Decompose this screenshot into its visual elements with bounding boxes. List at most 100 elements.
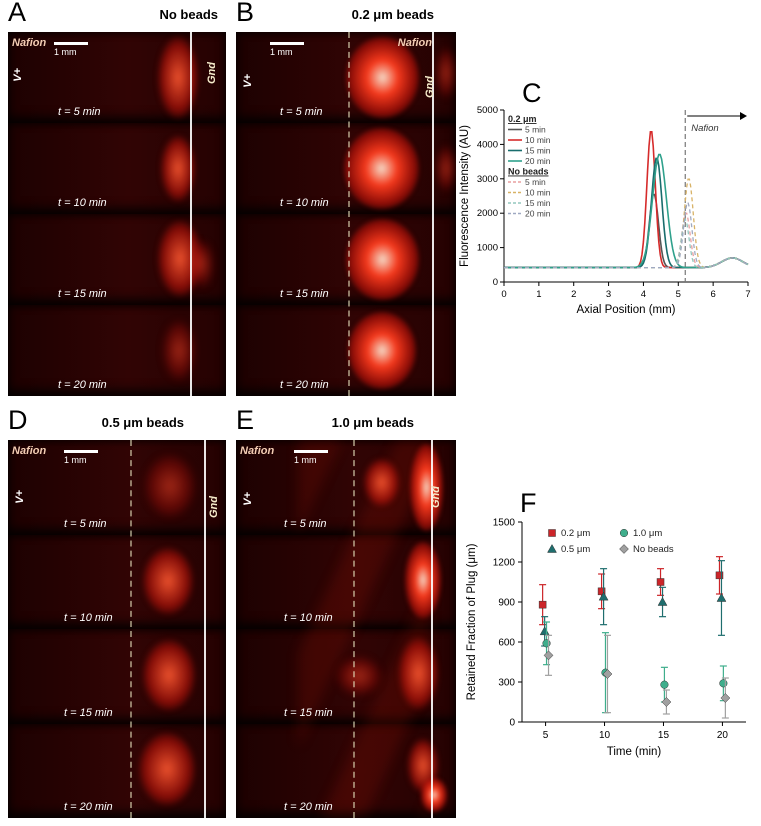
panel-b-micrograph: t = 5 min t = 10 min t = 15 min t = 20 m… <box>236 32 456 396</box>
time-label: t = 5 min <box>284 517 327 530</box>
electrode-vplus-label: V+ <box>12 68 24 82</box>
micrograph-frame: t = 15 min <box>8 629 226 724</box>
panel-a-micrograph: t = 5 min t = 10 min t = 15 min t = 20 m… <box>8 32 226 396</box>
time-label: t = 5 min <box>64 517 107 530</box>
svg-text:0: 0 <box>509 718 515 729</box>
time-label: t = 20 min <box>64 801 113 813</box>
micrograph-frame: t = 5 min <box>236 440 456 535</box>
nafion-label: Nafion <box>397 37 432 49</box>
fluorescence-plug <box>346 219 419 300</box>
micrograph-frame: t = 5 min <box>8 440 226 535</box>
svg-text:1000: 1000 <box>477 243 498 254</box>
fluorescence-plug <box>420 778 448 813</box>
fluorescence-plug <box>337 657 382 696</box>
micrograph-frame: t = 10 min <box>8 534 226 629</box>
svg-text:Nafion: Nafion <box>691 123 718 134</box>
svg-text:15: 15 <box>658 730 670 741</box>
svg-text:0.5 μm: 0.5 μm <box>561 544 590 555</box>
panel-d-title: 0.5 μm beads <box>101 415 184 430</box>
svg-text:0.2 μm: 0.2 μm <box>508 114 537 124</box>
svg-text:4000: 4000 <box>477 139 498 150</box>
svg-text:10 min: 10 min <box>525 135 551 145</box>
time-label: t = 5 min <box>280 106 323 118</box>
micrograph-frame: t = 5 min <box>236 32 456 123</box>
micrograph-frame: t = 10 min <box>236 534 456 629</box>
time-label: t = 15 min <box>284 706 333 719</box>
svg-text:Axial Position (mm): Axial Position (mm) <box>576 304 675 316</box>
micrograph-frame: t = 15 min <box>236 214 456 305</box>
scale-bar: 1 mm <box>270 42 304 57</box>
fluorescence-plug <box>436 48 456 99</box>
fluorescence-plug <box>343 127 419 210</box>
svg-text:5 min: 5 min <box>525 125 546 135</box>
electrode-gnd-label: Gnd <box>424 76 436 98</box>
panel-c: C 0 1 2 3 4 5 6 7 0 1000 2000 3000 4000 5000 Axial Pos… <box>456 78 758 332</box>
micrograph-frame: t = 20 min <box>8 723 226 818</box>
time-label: t = 20 min <box>284 801 333 813</box>
svg-text:0.2 μm: 0.2 μm <box>561 528 590 539</box>
svg-text:300: 300 <box>498 678 515 689</box>
scale-bar-line <box>64 450 98 453</box>
svg-text:3: 3 <box>606 289 611 300</box>
scale-bar: 1 mm <box>54 42 88 57</box>
fluorescence-plug <box>346 37 419 118</box>
time-label: t = 15 min <box>64 706 113 719</box>
membrane-line <box>431 32 434 396</box>
panel-f-letter: F <box>520 488 537 518</box>
membrane-line <box>190 32 193 396</box>
membrane-line <box>204 440 207 818</box>
fluorescence-plug <box>363 458 399 507</box>
scale-bar-line <box>294 450 328 453</box>
svg-text:900: 900 <box>498 598 515 609</box>
time-label: t = 10 min <box>284 612 333 624</box>
fluorescence-plug <box>145 455 196 518</box>
svg-text:5000: 5000 <box>477 105 498 116</box>
svg-text:15 min: 15 min <box>525 198 551 208</box>
fluorescence-plug <box>143 640 196 711</box>
panel-f: F 5 10 15 20 0 300 600 900 1200 1500 Time (min) Ret… <box>460 460 760 780</box>
scale-bar-line <box>270 42 304 45</box>
time-label: t = 10 min <box>280 197 329 209</box>
panel-c-letter: C <box>522 78 542 108</box>
svg-text:1500: 1500 <box>493 518 516 529</box>
svg-text:10: 10 <box>599 730 611 741</box>
svg-text:600: 600 <box>498 638 515 649</box>
svg-text:1200: 1200 <box>493 558 516 569</box>
fluorescence-plug <box>143 547 194 614</box>
micrograph-frame: t = 20 min <box>236 723 456 818</box>
svg-text:Retained Fraction of Plug (μm): Retained Fraction of Plug (μm) <box>466 543 478 700</box>
time-label: t = 10 min <box>58 197 107 209</box>
micrograph-frame: t = 20 min <box>236 305 456 396</box>
panel-a-title: No beads <box>159 7 218 22</box>
svg-text:6: 6 <box>710 289 715 300</box>
time-label: t = 20 min <box>280 379 329 391</box>
electrode-vplus-label: V+ <box>242 492 254 506</box>
electrode-vplus-label: V+ <box>242 74 254 88</box>
svg-text:2: 2 <box>571 289 576 300</box>
capillary-junction-line <box>130 440 133 818</box>
panel-d-letter: D <box>8 405 28 435</box>
scale-bar-line <box>54 42 88 45</box>
svg-text:15 min: 15 min <box>525 146 551 156</box>
time-label: t = 15 min <box>280 288 329 300</box>
panel-b-title: 0.2 μm beads <box>351 7 434 22</box>
svg-text:5: 5 <box>543 730 549 741</box>
svg-text:0: 0 <box>501 289 506 300</box>
fluorescence-intensity-chart: 0 1 2 3 4 5 6 7 0 1000 2000 3000 4000 5000 Axial Posit… <box>459 105 751 316</box>
svg-text:20 min: 20 min <box>525 156 551 166</box>
panel-e-title: 1.0 μm beads <box>331 415 414 430</box>
electrode-vplus-label: V+ <box>14 490 26 504</box>
svg-text:Fluorescence Intensity (AU): Fluorescence Intensity (AU) <box>459 125 471 267</box>
diffuse-fluorescence-wash <box>297 440 430 818</box>
fluorescence-plug <box>160 135 196 202</box>
fluorescence-plug <box>436 145 456 192</box>
fluorescence-plug <box>162 321 196 380</box>
nafion-label: Nafion <box>12 37 47 49</box>
micrograph-frame: t = 20 min <box>8 305 226 396</box>
time-label: t = 5 min <box>58 106 101 118</box>
svg-text:4: 4 <box>641 289 646 300</box>
scale-bar: 1 mm <box>294 450 328 465</box>
fluorescence-plug <box>138 732 196 805</box>
scale-bar-label: 1 mm <box>270 47 293 57</box>
